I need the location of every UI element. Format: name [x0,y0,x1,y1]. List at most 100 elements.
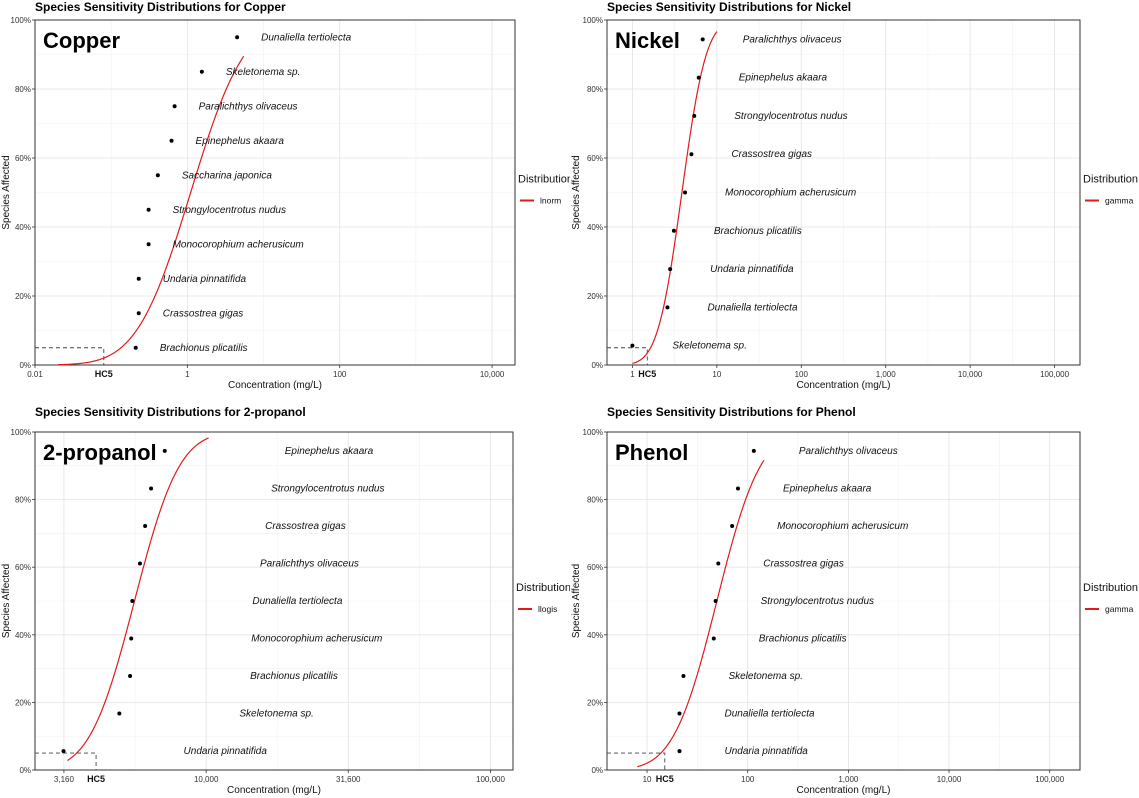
data-point [696,75,701,80]
panel-label: Copper [43,28,120,53]
plot-border [34,19,516,366]
x-tick-label: 100 [795,370,809,379]
hc5-marker [607,347,648,365]
species-label: Skeletonema sp. [239,709,314,720]
x-tick-label: 1,000 [876,370,897,379]
legend-entry: lnorm [540,196,561,206]
data-point [137,561,142,566]
x-tick-label: 10 [643,775,652,784]
x-tick-label: 100,000 [1035,775,1064,784]
y-tick-label: 80% [587,496,603,505]
y-tick-label: 40% [15,223,31,232]
data-point [117,711,122,716]
species-label: Undaria pinnatifida [724,746,808,757]
x-tick-label: 10,000 [480,370,505,379]
x-axis-label: Concentration (mg/L) [797,785,891,796]
species-label: Brachionus plicatilis [250,671,338,682]
chart-svg-2-propanol: Species Sensitivity Distributions for 2-… [1,405,570,796]
y-tick-label: 20% [15,698,31,707]
species-label: Crassostrea gigas [731,149,812,160]
species-label: Crassostrea gigas [763,558,844,569]
y-tick-label: 0% [19,766,31,775]
hc5-label: HC5 [95,369,113,379]
legend-title: Distribution [1083,582,1138,594]
y-tick-label: 60% [15,154,31,163]
y-axis-label: Species Affected [571,155,582,229]
data-point [730,523,735,528]
species-label: Brachionus plicatilis [160,343,248,354]
data-point [677,711,682,716]
y-tick-label: 20% [15,292,31,301]
species-label: Undaria pinnatifida [184,746,268,757]
species-label: Monocorophium acherusicum [777,521,908,532]
species-label: Dunaliella tertiolecta [724,709,814,720]
y-tick-label: 0% [591,361,603,370]
legend-title: Distribution [1083,174,1138,186]
x-tick-label: 31,600 [336,775,361,784]
x-tick-label: 1 [630,370,635,379]
data-point [128,674,133,679]
data-point [136,276,141,281]
species-label: Strongylocentrotus nudus [271,483,384,494]
hc5-label: HC5 [638,369,656,379]
x-tick-label: 1,000 [838,775,859,784]
species-label: Monocorophium acherusicum [251,634,382,645]
species-label: Monocorophium acherusicum [725,188,856,199]
y-tick-label: 20% [587,698,603,707]
species-label: Paralichthys olivaceus [799,446,898,457]
chart-svg-nickel: Species Sensitivity Distributions for Ni… [571,0,1138,391]
x-axis-label: Concentration (mg/L) [227,785,321,796]
data-point [671,228,676,233]
species-label: Strongylocentrotus nudus [734,111,847,122]
data-point [129,636,134,641]
y-tick-label: 100% [11,428,31,437]
species-label: Epinephelus akaara [739,73,828,84]
species-label: Crassostrea gigas [265,521,346,532]
species-label: Dunaliella tertiolecta [707,302,797,313]
data-point [716,561,721,566]
data-point [681,674,686,679]
data-point [136,311,141,316]
x-tick-label: 100,000 [476,775,505,784]
x-tick-label: 100 [333,370,347,379]
y-tick-label: 40% [587,223,603,232]
x-tick-label: 1 [185,370,190,379]
plot-border [606,19,1081,366]
data-point [711,636,716,641]
data-point [713,599,718,603]
chart-title: Species Sensitivity Distributions for Ph… [607,405,856,419]
data-point [630,343,635,348]
data-point [692,113,697,118]
data-point [235,35,240,40]
y-tick-label: 40% [15,631,31,640]
y-tick-label: 80% [15,496,31,505]
legend-entry: gamma [1105,196,1134,206]
species-label: Saccharina japonica [182,170,272,181]
species-label: Undaria pinnatifida [163,274,247,285]
x-tick-label: 100,000 [1040,370,1069,379]
chart-svg-phenol: Species Sensitivity Distributions for Ph… [571,405,1138,796]
chart-title: Species Sensitivity Distributions for 2-… [35,405,306,419]
y-axis-label: Species Affected [1,564,12,638]
data-point [61,749,66,754]
y-tick-label: 100% [11,16,31,25]
data-point [735,486,740,491]
x-tick-label: 10,000 [958,370,983,379]
data-point [172,104,177,109]
plot-border [34,431,514,771]
data-point [146,207,151,212]
x-tick-label: 10,000 [194,775,219,784]
species-label: Dunaliella tertiolecta [252,596,342,607]
species-label: Crassostrea gigas [163,308,244,319]
data-point [162,448,167,453]
chart-phenol: Species Sensitivity Distributions for Ph… [570,405,1139,798]
species-label: Epinephelus akaara [196,136,285,147]
data-point [130,599,135,603]
data-point [751,448,756,453]
species-label: Monocorophium acherusicum [173,239,304,250]
data-point [143,523,148,528]
species-label: Epinephelus akaara [783,483,872,494]
hc5-label: HC5 [87,774,105,784]
x-axis-label: Concentration (mg/L) [797,380,891,391]
legend-title: Distribution [518,174,570,186]
